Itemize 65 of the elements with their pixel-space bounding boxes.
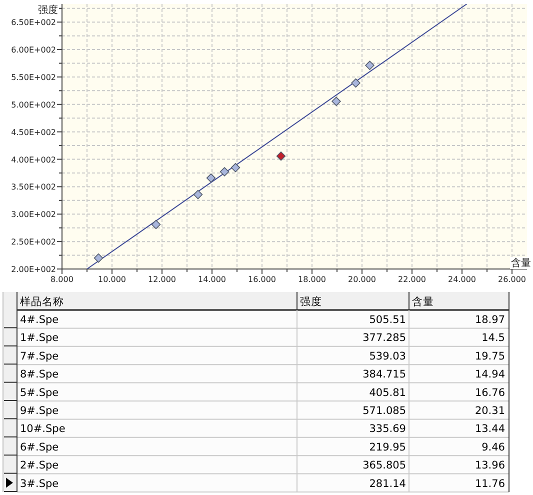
point [276, 151, 286, 161]
y-tick-label: 4.50E+002 [11, 128, 56, 137]
x-tick-label: 10.000 [98, 275, 126, 284]
x-tick-label: 8.000 [50, 275, 74, 284]
data-label: 20.31 [474, 405, 505, 417]
x-tick-label: 26.000 [498, 275, 526, 284]
data-label: 281.14 [369, 478, 406, 490]
data-label: 505.51 [369, 314, 406, 326]
y-tick-label: 3.00E+002 [11, 210, 56, 220]
data-label: 219.95 [369, 441, 406, 454]
category-label: 2#.Spe [20, 460, 59, 472]
category-label: 7#.Spe [20, 350, 59, 362]
category-label: 6#.Spe [20, 441, 59, 454]
point [220, 167, 230, 176]
text: 含量 [412, 295, 434, 308]
data-label: 13.96 [474, 460, 506, 472]
data-label: 14.94 [474, 368, 506, 381]
point [351, 78, 360, 88]
category-label: 8#.Spe [20, 368, 59, 381]
data-label: 384.715 [362, 368, 406, 381]
data-label: 9.46 [482, 441, 506, 454]
x-axis-title: 含量 [511, 257, 531, 269]
data-label: 11.76 [474, 478, 506, 490]
y-tick-label: 4.00E+002 [11, 155, 56, 164]
data-label: 335.69 [369, 423, 406, 436]
y-tick-label: 6.50E+002 [11, 18, 56, 28]
point [332, 96, 341, 106]
data-label: 19.75 [474, 350, 505, 362]
text: 强度 [300, 295, 322, 308]
text: 样品名称 [20, 296, 64, 308]
data-label: 18.97 [474, 314, 505, 326]
x-tick-label: 14.000 [198, 275, 226, 284]
point [151, 220, 161, 230]
data-label: 14.5 [482, 332, 505, 344]
category-label: 3#.Spe [20, 478, 59, 490]
point [365, 60, 374, 70]
point [193, 190, 203, 200]
x-tick-label: 18.000 [298, 275, 326, 284]
point [230, 163, 240, 172]
x-tick-label: 24.000 [448, 275, 476, 284]
x-tick-label: 16.000 [248, 275, 276, 284]
point [206, 173, 216, 183]
y-tick-label: 2.00E+002 [11, 265, 56, 274]
y-tick-label: 5.00E+002 [11, 100, 56, 110]
x-tick-label: 12.000 [148, 275, 176, 284]
category-label: 5#.Spe [20, 386, 59, 399]
category-label: 1#.Spe [20, 332, 59, 344]
y-tick-label: 5.50E+002 [11, 72, 56, 82]
data-label: 405.81 [369, 386, 406, 399]
data-label: 365.805 [362, 460, 406, 472]
point [94, 253, 104, 263]
y-tick-label: 6.00E+002 [11, 46, 56, 55]
category-label: 9#.Spe [20, 405, 59, 417]
x-tick-label: 22.000 [398, 275, 426, 284]
y-axis-title: 强度 [38, 4, 58, 16]
category-label: 4#.Spe [20, 314, 59, 326]
data-label: 539.03 [369, 350, 406, 362]
x-tick-label: 20.000 [348, 275, 376, 284]
y-tick-label: 2.50E+002 [11, 238, 56, 247]
data-label: 571.085 [362, 405, 406, 417]
category-label: 10#.Spe [20, 423, 66, 436]
data-label: 13.44 [474, 423, 506, 436]
y-tick-label: 3.50E+002 [11, 182, 56, 192]
data-label: 16.76 [474, 386, 506, 399]
data-label: 377.285 [362, 332, 406, 344]
